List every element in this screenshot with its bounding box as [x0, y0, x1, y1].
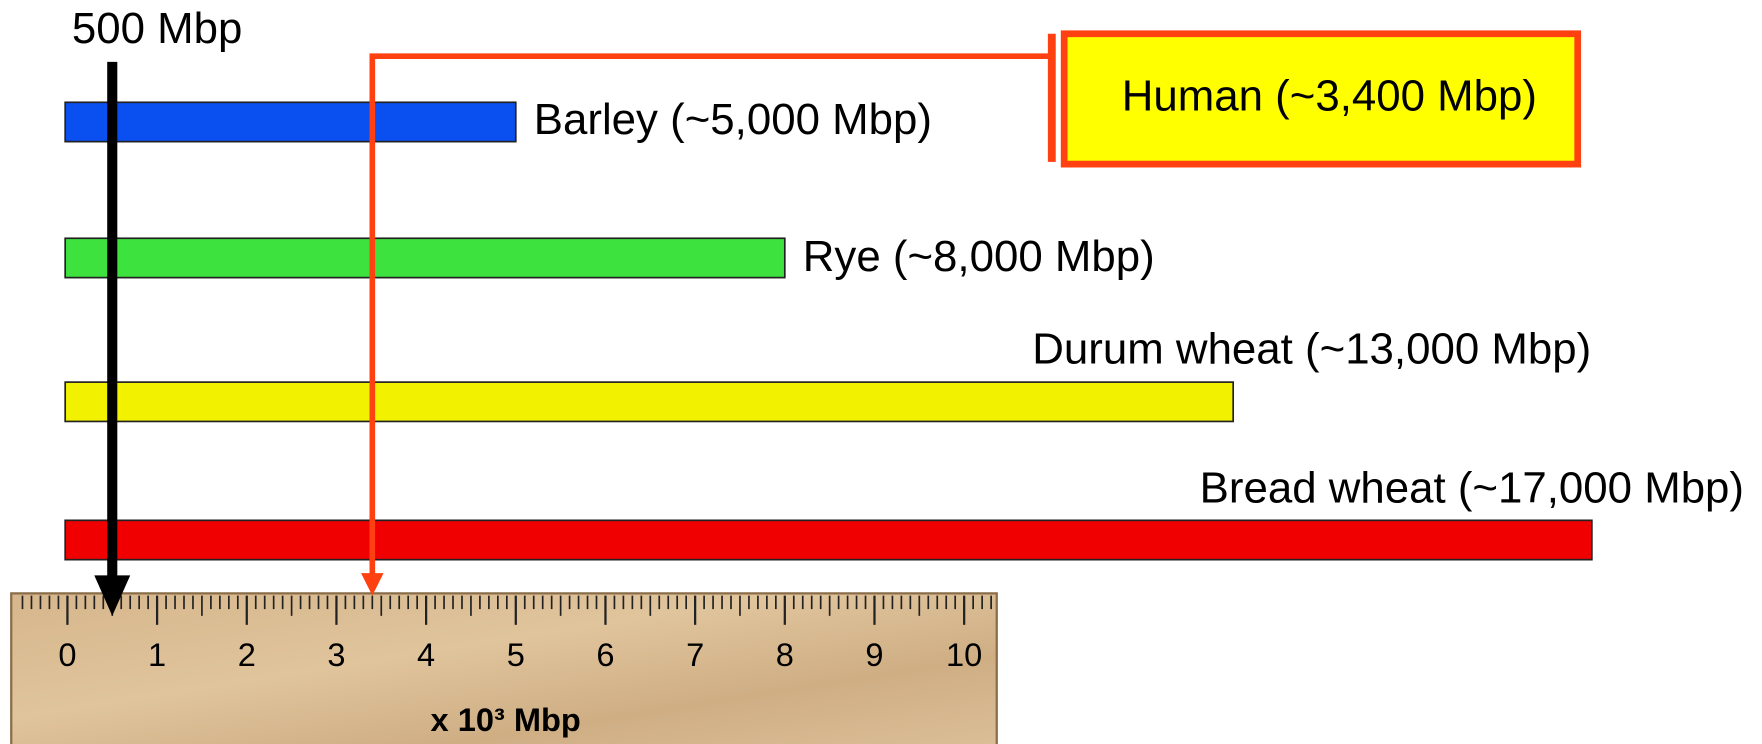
x-tick-label: 10 [946, 637, 982, 673]
annotation-arrow [369, 53, 1052, 578]
x-tick-label: 3 [327, 637, 345, 673]
x-tick-label: 6 [596, 637, 614, 673]
x-tick-label: 4 [417, 637, 435, 673]
x-tick-label: 7 [686, 637, 704, 673]
x-tick-label: 8 [776, 637, 794, 673]
bar [64, 381, 1235, 423]
bar [64, 519, 1593, 561]
annotation-arrowhead [94, 575, 131, 616]
annotation-arrowhead [361, 573, 384, 596]
bar [64, 101, 517, 143]
bar-label: Rye (~8,000 Mbp) [803, 232, 1155, 281]
annotation-label: Human (~3,400 Mbp) [1122, 72, 1537, 121]
x-tick-label: 1 [148, 637, 166, 673]
annotation-label: 500 Mbp [72, 4, 243, 53]
ruler [10, 592, 998, 744]
annotation-box [1060, 30, 1582, 168]
bar-label: Barley (~5,000 Mbp) [534, 95, 932, 144]
x-axis-label: x 10³ Mbp [431, 702, 581, 738]
x-tick-label: 2 [238, 637, 256, 673]
x-tick-label: 9 [865, 637, 883, 673]
x-tick-label: 5 [507, 637, 525, 673]
bar [64, 237, 786, 279]
x-tick-label: 0 [58, 637, 76, 673]
bar-label: Durum wheat (~13,000 Mbp) [1032, 324, 1591, 373]
bar-label: Bread wheat (~17,000 Mbp) [1200, 464, 1744, 513]
